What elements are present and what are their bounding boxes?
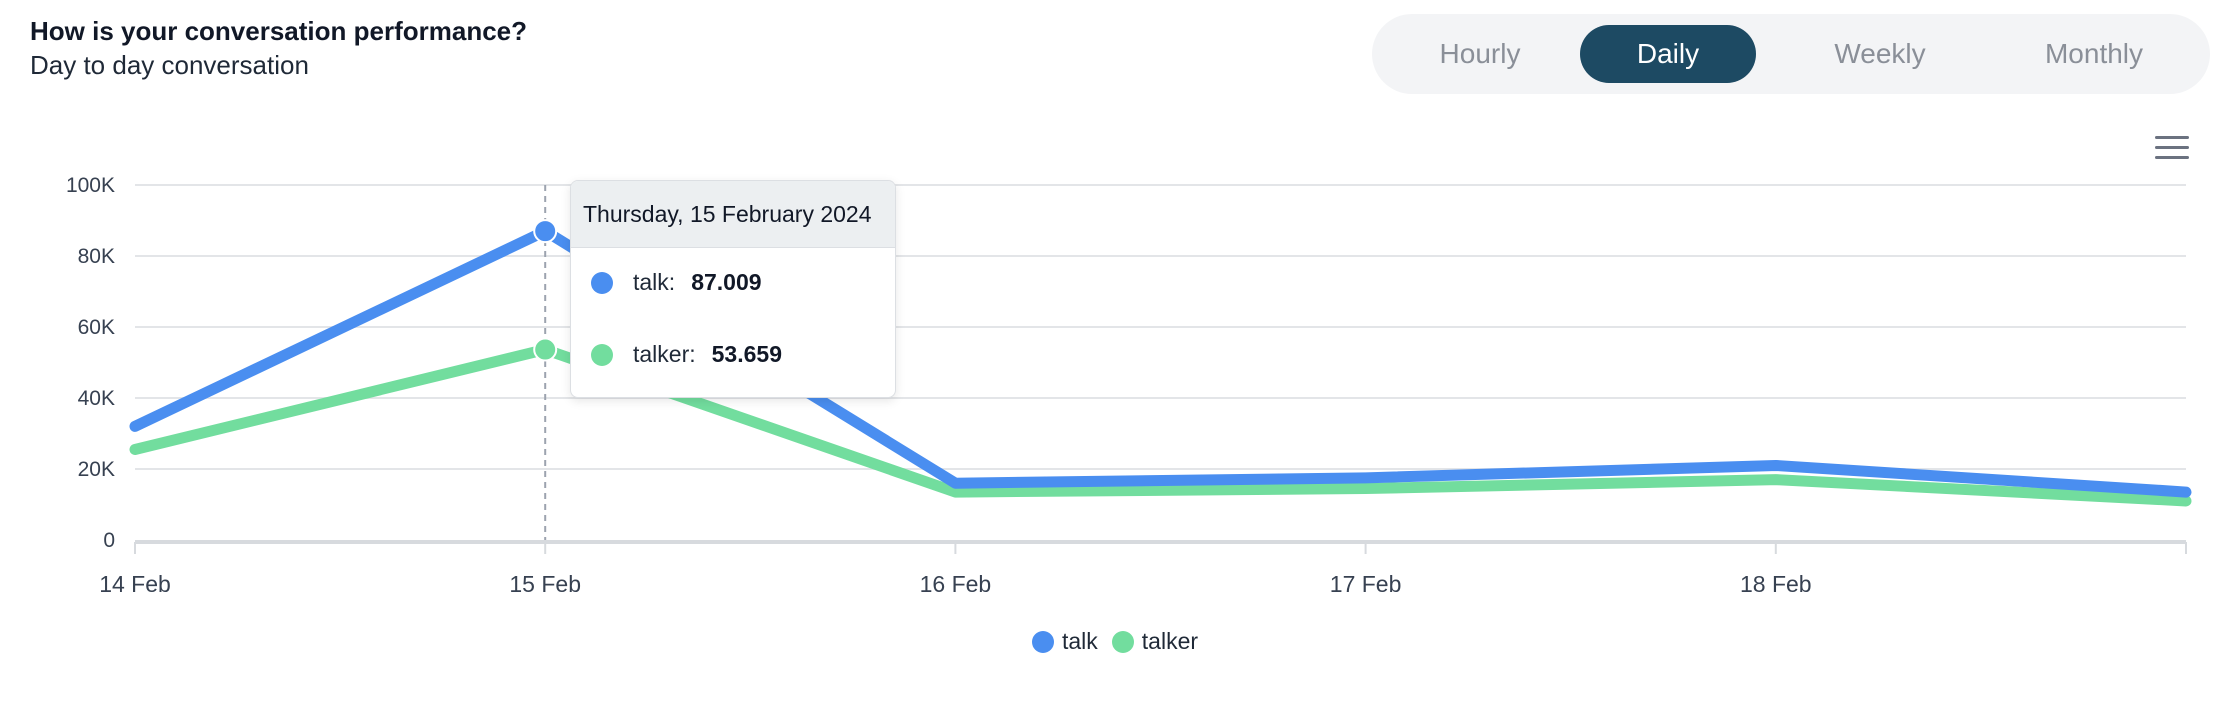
- series-line-talk: [129, 225, 2192, 498]
- x-tick-label: 17 Feb: [1330, 571, 1402, 597]
- tooltip-row-talker: talker: 53.659: [591, 341, 782, 368]
- period-toggle: Hourly Daily Weekly Monthly: [1372, 14, 2210, 94]
- header-title: How is your conversation performance?: [30, 16, 528, 46]
- talker-dot-icon: [591, 343, 613, 366]
- hamburger-menu-icon[interactable]: [2155, 136, 2189, 160]
- tab-monthly[interactable]: Monthly: [2044, 38, 2144, 69]
- x-tick-label: 18 Feb: [1740, 571, 1812, 597]
- legend-talk-dot-icon: [1032, 630, 1054, 653]
- y-tick-label: 40K: [78, 387, 115, 410]
- tooltip-series-name: talker:: [633, 341, 696, 367]
- tab-daily[interactable]: Daily: [1580, 25, 1756, 83]
- legend-talker-dot-icon: [1111, 630, 1134, 653]
- tooltip-series-value: 53.659: [711, 341, 782, 367]
- legend-item-talk[interactable]: talk: [1032, 628, 1098, 655]
- tooltip-series-value: 87.009: [691, 269, 762, 295]
- x-tick-label: 15 Feb: [509, 571, 581, 597]
- series-line-talker: [129, 344, 2192, 507]
- tooltip-row-talk: talk: 87.009: [591, 269, 762, 296]
- tab-weekly[interactable]: Weekly: [1834, 38, 1926, 69]
- data-point-talk: [533, 219, 558, 244]
- legend-label: talk: [1062, 628, 1098, 654]
- x-tick-label: 16 Feb: [920, 571, 992, 597]
- y-tick-label: 20K: [78, 458, 115, 481]
- y-tick-label: 80K: [78, 245, 115, 268]
- tooltip-date: Thursday, 15 February 2024: [571, 181, 895, 248]
- y-tick-label: 60K: [78, 316, 115, 339]
- y-tick-label: 0: [103, 529, 115, 552]
- y-tick-label: 100K: [66, 174, 115, 197]
- talk-dot-icon: [591, 271, 613, 294]
- chart-legend: talk talker: [1032, 628, 1212, 655]
- header-subtitle: Day to day conversation: [30, 50, 309, 80]
- tab-hourly[interactable]: Hourly: [1439, 38, 1521, 69]
- data-point-talker: [533, 337, 558, 362]
- legend-label: talker: [1141, 628, 1199, 654]
- legend-item-talker[interactable]: talker: [1111, 628, 1199, 655]
- tooltip-series-name: talk:: [633, 269, 676, 295]
- x-tick-label: 14 Feb: [99, 571, 171, 597]
- chart-tooltip: Thursday, 15 February 2024 talk: 87.009 …: [570, 180, 896, 398]
